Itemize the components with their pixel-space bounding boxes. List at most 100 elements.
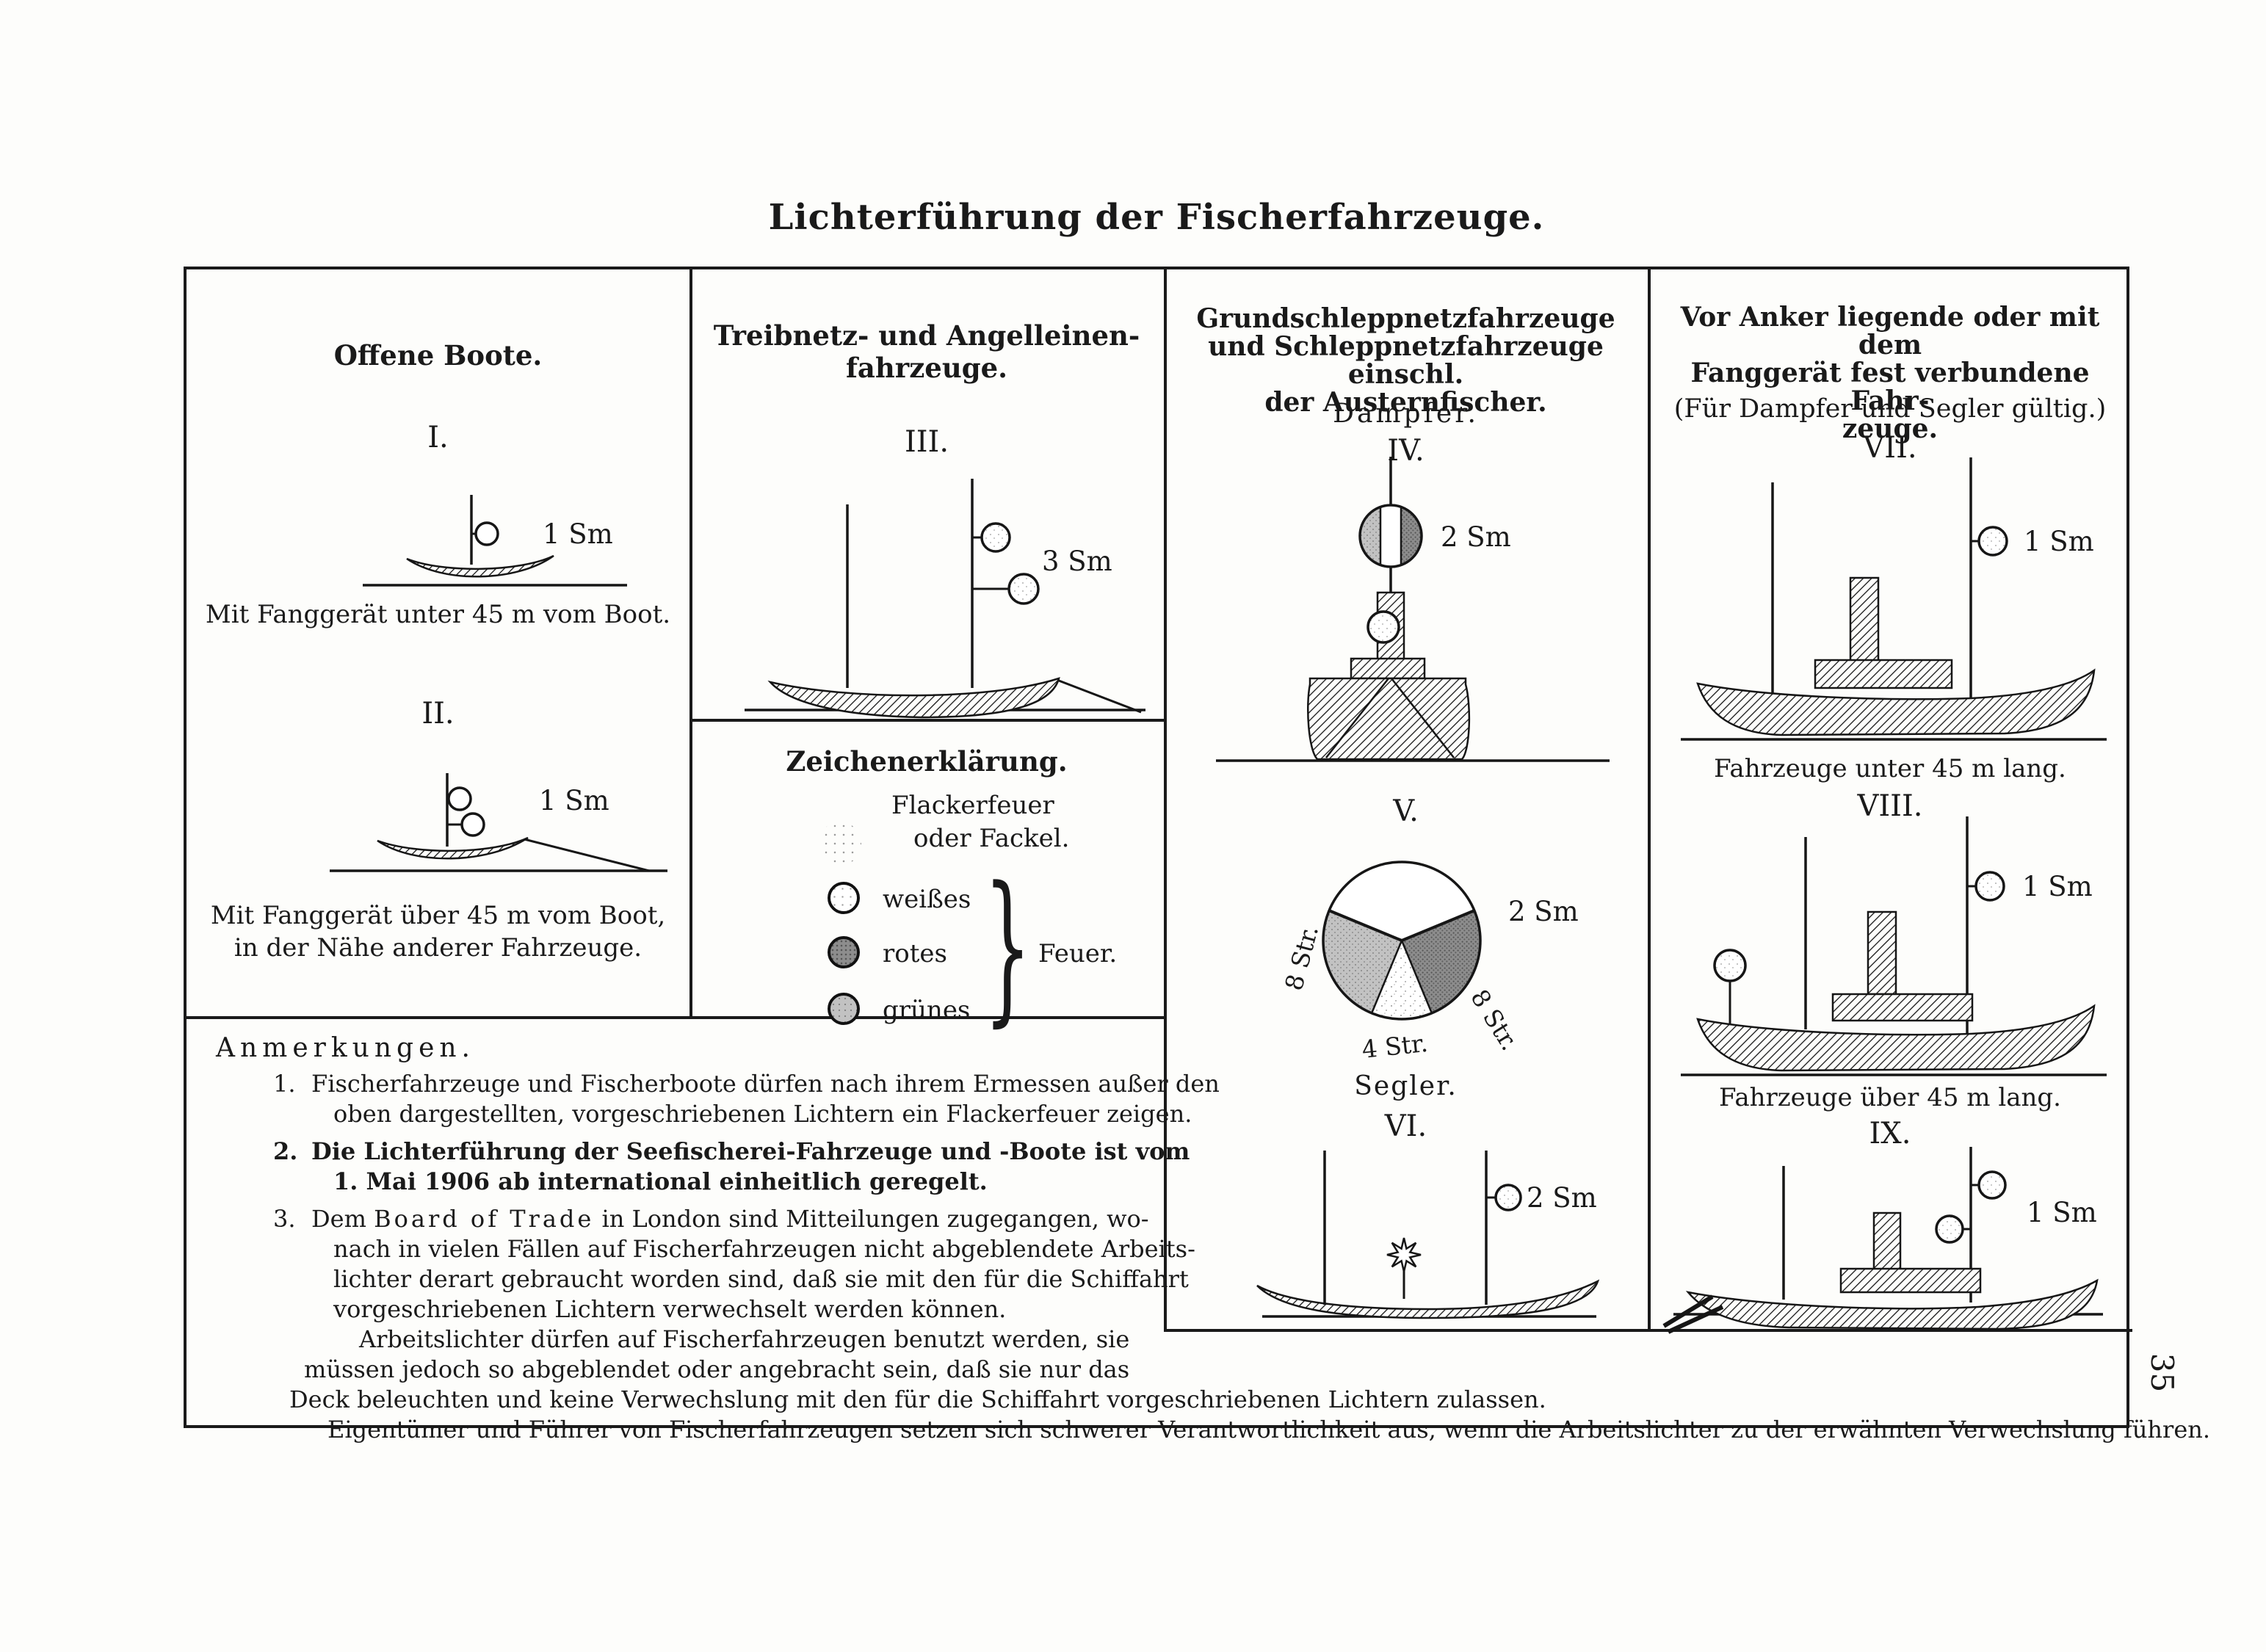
fig8-numeral: VIII. bbox=[1857, 789, 1923, 823]
hull bbox=[406, 554, 554, 578]
fig5-light-sectors-diagram: 2 Sm 8 Str. 8 Str. 4 Str. bbox=[1279, 861, 1579, 1064]
bottom-sector bbox=[1372, 941, 1432, 1020]
col4-header-line2: Fanggerät fest verbundene Fahr- bbox=[1690, 358, 2090, 416]
col2-header: Treibnetz- und Angelleinen- fahrzeuge. bbox=[689, 319, 1164, 384]
note3-line1: Dem Board of Trade in London sind Mittei… bbox=[311, 1205, 1149, 1233]
fig5-numeral: V. bbox=[1393, 794, 1419, 828]
notes-title: Anmerkungen. bbox=[216, 1033, 475, 1063]
page-number: 35 bbox=[2144, 1352, 2181, 1393]
fig4-steam-trawler-front-diagram: 2 Sm bbox=[1216, 457, 1610, 762]
note1-number: 1. bbox=[273, 1070, 296, 1098]
white-light-icon bbox=[1007, 573, 1040, 605]
white-light-icon bbox=[474, 521, 499, 546]
hull bbox=[377, 836, 529, 860]
fig7-numeral: VII. bbox=[1863, 431, 1917, 465]
col3-header: Grundschleppnetzfahrzeuge und Schleppnet… bbox=[1164, 305, 1648, 416]
divider-legend-top bbox=[689, 719, 1167, 722]
note2-number: 2. bbox=[273, 1137, 298, 1165]
fishing-gear-line bbox=[1058, 679, 1142, 714]
hull bbox=[1696, 668, 2096, 736]
fig1-open-boat-diagram: 1 Sm bbox=[363, 495, 627, 587]
fig5-range-label: 2 Sm bbox=[1508, 896, 1579, 927]
hull bbox=[1696, 1004, 2096, 1072]
fig2-open-boat-diagram: 1 Sm bbox=[330, 773, 667, 872]
light-signal-table: Offene Boote. I. 1 Sm Mit Fanggerät unte… bbox=[184, 267, 2210, 1443]
fig6-sailing-trawler-diagram: 2 Sm bbox=[1256, 1151, 1600, 1319]
legend-title: Zeichenerklärung. bbox=[786, 745, 1068, 778]
fig4-numeral: IV. bbox=[1387, 434, 1425, 468]
col3-sub-dampfer: Dampfer. bbox=[1333, 399, 1479, 429]
white-light-icon bbox=[1713, 949, 1747, 982]
legend-flicker-line2: oder Fackel. bbox=[913, 824, 1070, 853]
note3-line4: vorgeschriebenen Lichtern verwechselt we… bbox=[333, 1295, 1007, 1323]
col4-subheader: (Für Dampfer und Segler gültig.) bbox=[1673, 394, 2107, 424]
col2-header-line2: fahrzeuge. bbox=[845, 352, 1008, 384]
bow-edge bbox=[1325, 678, 1389, 758]
note3-number: 3. bbox=[273, 1205, 296, 1233]
fig1-numeral: I. bbox=[427, 421, 449, 454]
fig8-anchored-steamer-diagram: 1 Sm bbox=[1681, 816, 2107, 1076]
legend-brace-label: Feuer. bbox=[1038, 939, 1118, 968]
trawl-warp bbox=[1662, 1294, 1714, 1328]
legend-white-label: weißes bbox=[883, 885, 971, 914]
note1-line2: oben dargestellten, vorgeschriebenen Lic… bbox=[333, 1100, 1192, 1128]
legend-red-label: rotes bbox=[883, 939, 947, 968]
page-title: Lichterführung der Fischerfahrzeuge. bbox=[768, 197, 1545, 238]
note3-wide-line2: Eigentümer und Führer von Fischerfahrzeu… bbox=[327, 1416, 2211, 1443]
fig5-left-sector-label: 8 Str. bbox=[1279, 922, 1324, 993]
deckhouse bbox=[1831, 993, 1974, 1022]
white-light-icon bbox=[828, 882, 860, 914]
note3-para-line1: Arbeitslichter dürfen auf Fischerfahrzeu… bbox=[359, 1325, 1130, 1353]
fig5-right-sector-label: 8 Str. bbox=[1465, 985, 1524, 1056]
fig8-caption: Fahrzeuge über 45 m lang. bbox=[1719, 1083, 2061, 1112]
fig2-caption-line2: in der Nähe anderer Fahrzeuge. bbox=[234, 933, 642, 963]
white-light-icon bbox=[1935, 1214, 1964, 1244]
col3-sub-segler: Segler. bbox=[1354, 1071, 1458, 1101]
fig7-anchored-steamer-diagram: 1 Sm bbox=[1681, 457, 2107, 741]
divider-col34-bottom bbox=[1164, 1329, 2132, 1332]
divider-col3-col4 bbox=[1648, 269, 1651, 1329]
sector-circle-outline bbox=[1322, 861, 1482, 1021]
hull-front bbox=[1307, 677, 1471, 761]
fig9-gear-fast-steamer-diagram: 1 Sm bbox=[1662, 1147, 2103, 1334]
col4-header-line3: zeuge. bbox=[1842, 413, 1939, 444]
col3-header-line2: und Schleppnetzfahrzeuge einschl. bbox=[1208, 331, 1604, 390]
fig7-caption: Fahrzeuge unter 45 m lang. bbox=[1714, 754, 2066, 783]
white-light-icon bbox=[1494, 1184, 1522, 1211]
fig1-range-label: 1 Sm bbox=[543, 518, 613, 550]
fig6-numeral: VI. bbox=[1384, 1109, 1427, 1143]
col3-header-line3: der Austernfischer. bbox=[1264, 387, 1547, 418]
col4-header: Vor Anker liegende oder mit dem Fanggerä… bbox=[1648, 303, 2132, 443]
fig3-driftnet-vessel-diagram: 3 Sm bbox=[745, 479, 1145, 719]
fig2-range-label: 1 Sm bbox=[539, 785, 609, 816]
green-light-icon bbox=[828, 993, 860, 1025]
note3-wide-line1: Deck beleuchten und keine Verwechslung m… bbox=[289, 1385, 1546, 1413]
white-sector bbox=[1329, 861, 1474, 941]
note3-para-line2: müssen jedoch so abgeblendet oder angebr… bbox=[304, 1355, 1130, 1383]
col1-header: Offene Boote. bbox=[333, 339, 543, 372]
white-light-icon bbox=[1977, 526, 2008, 557]
note3-line2: nach in vielen Fällen auf Fischerfahrzeu… bbox=[333, 1235, 1195, 1263]
fig5-bottom-sector-label: 4 Str. bbox=[1361, 1029, 1430, 1064]
funnel bbox=[1867, 910, 1897, 996]
note3-line3: lichter derart gebraucht worden sind, da… bbox=[333, 1265, 1189, 1293]
hull bbox=[1685, 1278, 2099, 1330]
white-light-icon bbox=[447, 786, 472, 811]
red-segment bbox=[1401, 507, 1422, 565]
white-light-icon bbox=[460, 812, 485, 837]
fig3-range-label: 3 Sm bbox=[1042, 546, 1112, 577]
fig1-caption: Mit Fanggerät unter 45 m vom Boot. bbox=[205, 600, 671, 629]
white-light-icon bbox=[980, 522, 1011, 553]
hull bbox=[767, 677, 1060, 719]
funnel bbox=[1849, 576, 1880, 663]
fig2-caption: Mit Fanggerät über 45 m vom Boot, in der… bbox=[187, 899, 689, 964]
col3-header-line1: Grundschleppnetzfahrzeuge bbox=[1196, 303, 1615, 334]
divider-notes-top bbox=[187, 1016, 1167, 1019]
fig2-caption-line1: Mit Fanggerät über 45 m vom Boot, bbox=[210, 901, 666, 930]
white-light-icon bbox=[1977, 1170, 2007, 1200]
white-light-icon bbox=[1367, 610, 1400, 644]
fig7-range-label: 1 Sm bbox=[2024, 526, 2094, 557]
trawl-warp bbox=[1667, 1305, 1724, 1334]
red-light-icon bbox=[828, 936, 860, 968]
